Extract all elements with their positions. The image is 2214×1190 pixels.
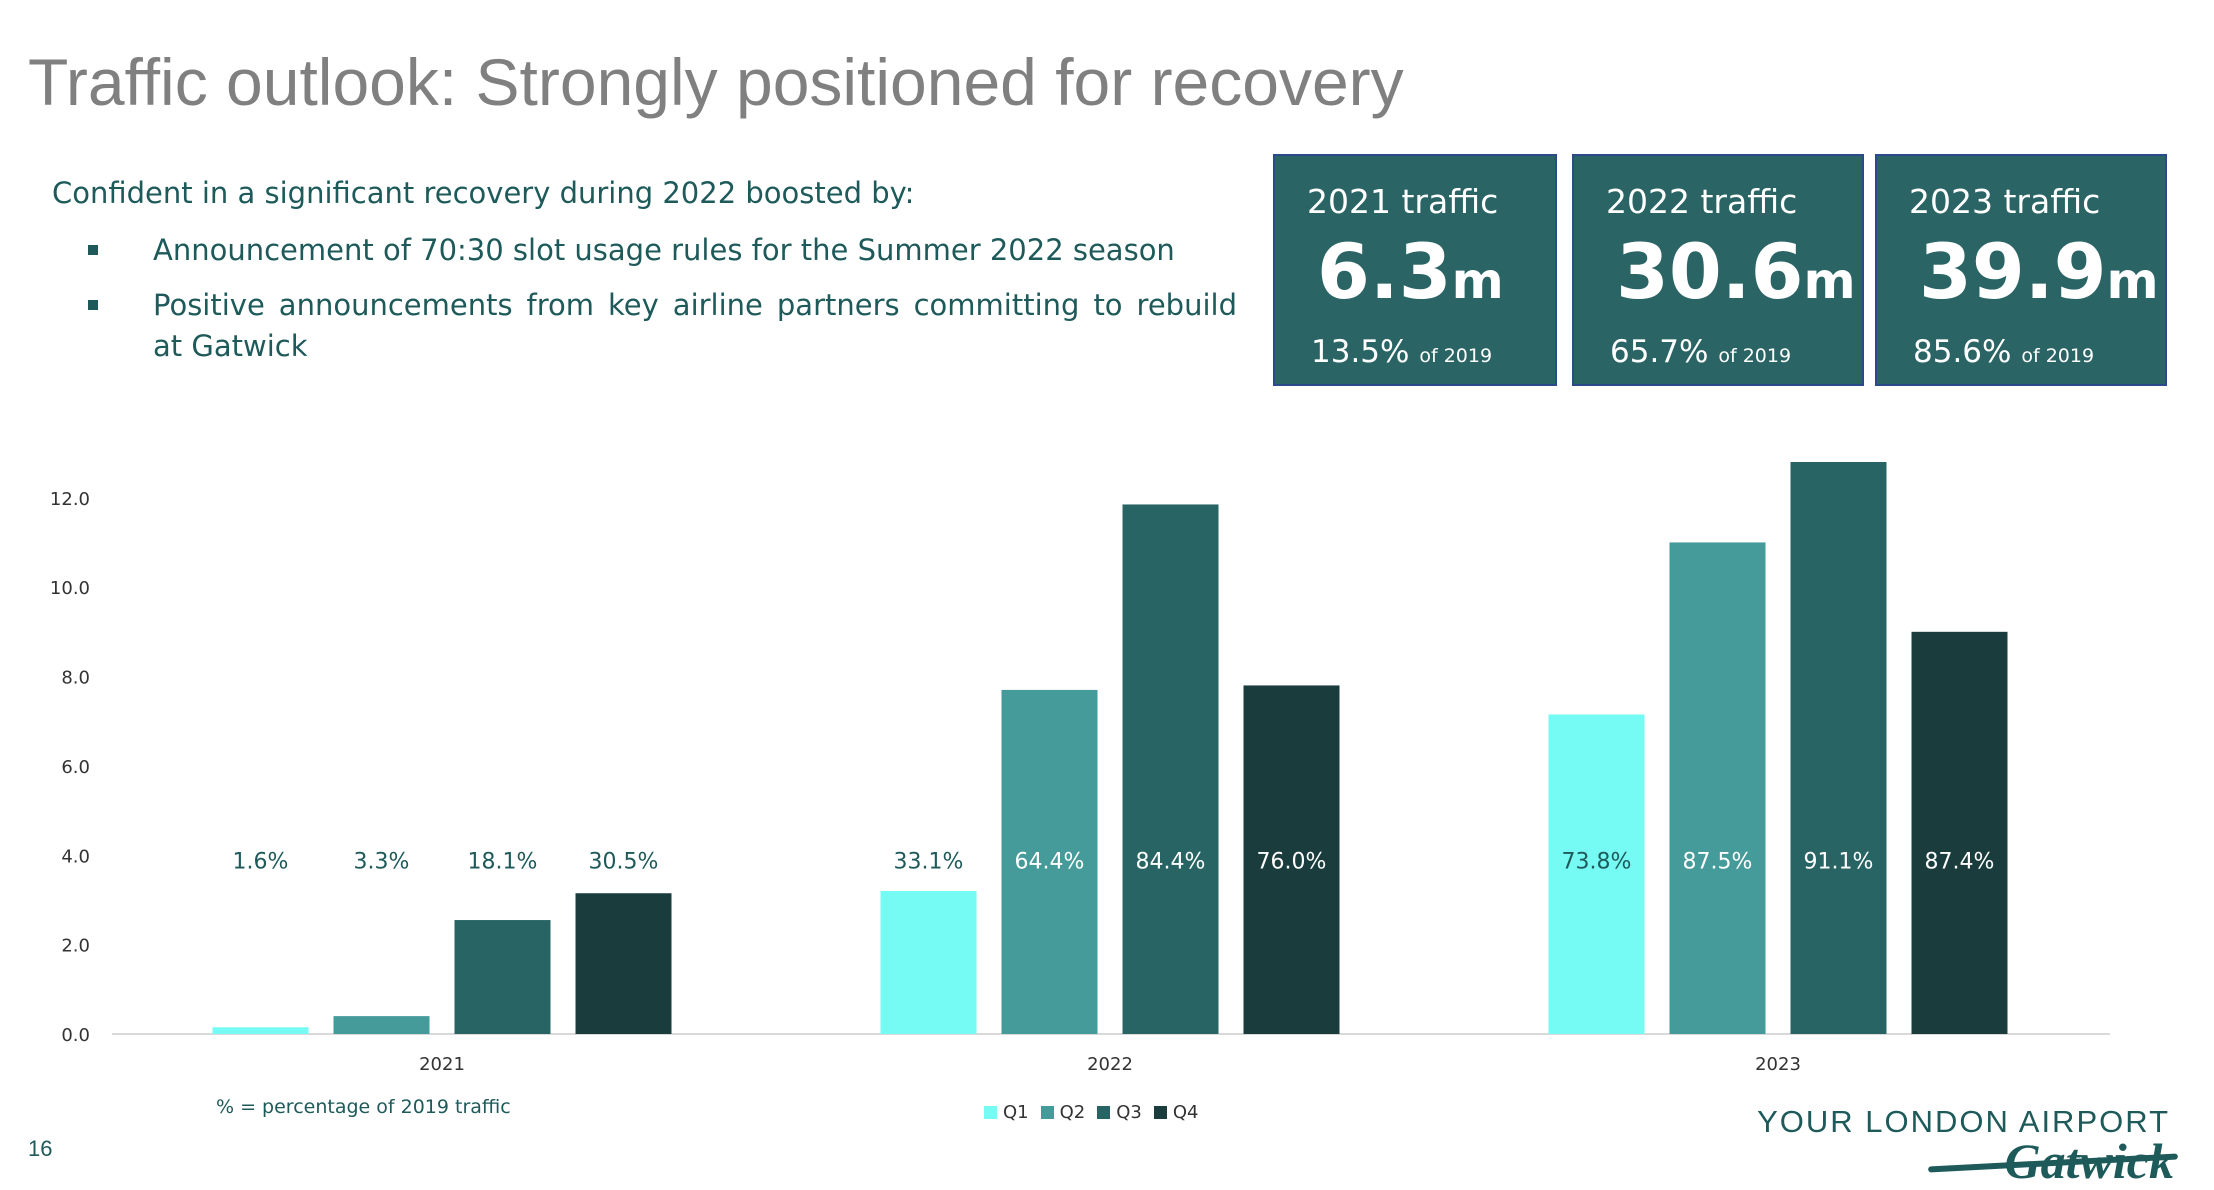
legend-swatch-icon xyxy=(1153,1106,1167,1119)
data-label: 84.4% xyxy=(1136,850,1206,875)
bar-q1-2021 xyxy=(212,1027,309,1034)
y-tick-label: 12.0 xyxy=(50,489,90,510)
bullet-text: Announcement of 70:30 slot usage rules f… xyxy=(153,233,1175,267)
kpi-value: 30.6m xyxy=(1616,234,1856,310)
kpi-card-2023: 2023 traffic 39.9m 85.6% of 2019 xyxy=(1875,154,2167,386)
chart-legend: Q1 Q2 Q3 Q4 xyxy=(984,1102,1199,1123)
y-tick-label: 4.0 xyxy=(61,846,90,867)
data-label: 91.1% xyxy=(1804,850,1874,875)
legend-item-q3: Q3 xyxy=(1097,1102,1142,1123)
y-tick-label: 6.0 xyxy=(61,757,90,778)
x-tick-label: 2022 xyxy=(1087,1054,1133,1075)
bar-q4-2023 xyxy=(1911,631,2008,1034)
legend-label: Q4 xyxy=(1172,1102,1199,1123)
kpi-number: 6.3 xyxy=(1317,227,1452,316)
x-tick-label: 2023 xyxy=(1755,1054,1801,1075)
kpi-pct-suffix: of 2019 xyxy=(2021,345,2095,367)
slide-title: Traffic outlook: Strongly positioned for… xyxy=(28,45,1404,119)
bar-q3-2023 xyxy=(1790,462,1887,1034)
y-tick-label: 2.0 xyxy=(61,936,90,957)
bullet-square-icon xyxy=(88,300,98,310)
bar-q1-2023 xyxy=(1548,714,1645,1034)
legend-swatch-icon xyxy=(1097,1106,1111,1119)
kpi-value: 39.9m xyxy=(1919,234,2159,310)
kpi-label: 2022 traffic xyxy=(1606,182,1798,221)
data-label: 30.5% xyxy=(589,850,659,875)
kpi-percentage: 13.5% of 2019 xyxy=(1311,334,1492,370)
bar-q1-2022 xyxy=(880,891,977,1034)
kpi-pct-value: 85.6% xyxy=(1913,334,2012,370)
legend-item-q4: Q4 xyxy=(1153,1102,1199,1123)
bar-q3-2021 xyxy=(454,920,551,1034)
data-label: 64.4% xyxy=(1015,850,1085,875)
intro-heading: Confident in a significant recovery duri… xyxy=(52,176,915,210)
kpi-card-2021: 2021 traffic 6.3m 13.5% of 2019 xyxy=(1273,154,1557,386)
bar-q3-2022 xyxy=(1122,504,1219,1034)
data-label: 3.3% xyxy=(354,850,410,875)
bar-q4-2021 xyxy=(575,893,672,1034)
kpi-pct-value: 65.7% xyxy=(1610,334,1709,370)
kpi-percentage: 65.7% of 2019 xyxy=(1610,334,1791,370)
x-tick-label: 2021 xyxy=(419,1054,465,1075)
kpi-number: 39.9 xyxy=(1919,227,2107,316)
data-label: 1.6% xyxy=(233,850,289,875)
y-tick-label: 0.0 xyxy=(61,1025,90,1046)
kpi-number: 30.6 xyxy=(1616,227,1804,316)
bullet-list: Announcement of 70:30 slot usage rules f… xyxy=(52,230,1237,367)
legend-item-q1: Q1 xyxy=(984,1102,1029,1123)
data-label: 87.5% xyxy=(1683,850,1753,875)
kpi-percentage: 85.6% of 2019 xyxy=(1913,334,2094,370)
data-label: 87.4% xyxy=(1925,850,1995,875)
bar-q4-2022 xyxy=(1243,685,1340,1034)
intro-section: Confident in a significant recovery duri… xyxy=(52,176,1237,381)
kpi-unit: m xyxy=(1451,252,1504,310)
bullet-item: Announcement of 70:30 slot usage rules f… xyxy=(52,230,1237,271)
data-label: 18.1% xyxy=(468,850,538,875)
bullet-square-icon xyxy=(88,245,98,255)
quarterly-traffic-chart: 0.0 2.0 4.0 6.0 8.0 10.0 12.0 1.6% 3.3% 18.1% 30.5… xyxy=(50,462,2110,1075)
legend-swatch-icon xyxy=(984,1106,997,1119)
kpi-unit: m xyxy=(2106,252,2159,310)
data-label: 33.1% xyxy=(894,850,964,875)
legend-swatch-icon xyxy=(1040,1106,1054,1119)
bar-q2-2021 xyxy=(333,1016,430,1034)
bar-q2-2022 xyxy=(1001,689,1098,1034)
kpi-label: 2023 traffic xyxy=(1909,182,2101,221)
kpi-pct-value: 13.5% xyxy=(1311,334,1410,370)
kpi-unit: m xyxy=(1803,252,1856,310)
legend-item-q2: Q2 xyxy=(1040,1102,1086,1123)
kpi-card-2022: 2022 traffic 30.6m 65.7% of 2019 xyxy=(1572,154,1864,386)
kpi-value: 6.3m xyxy=(1317,234,1504,310)
y-tick-label: 10.0 xyxy=(50,578,90,599)
legend-label: Q2 xyxy=(1059,1102,1086,1123)
kpi-pct-suffix: of 2019 xyxy=(1718,345,1792,367)
kpi-pct-suffix: of 2019 xyxy=(1419,345,1493,367)
brand-tagline: YOUR LONDON AIRPORT xyxy=(1757,1104,2170,1139)
y-tick-label: 8.0 xyxy=(61,668,90,689)
chart-footnote: % = percentage of 2019 traffic xyxy=(216,1096,511,1118)
page-number: 16 xyxy=(28,1136,53,1161)
bullet-text: Positive announcements from key airline … xyxy=(153,288,1237,363)
legend-label: Q3 xyxy=(1116,1102,1142,1123)
kpi-label: 2021 traffic xyxy=(1307,182,1499,221)
data-label: 76.0% xyxy=(1257,850,1327,875)
bullet-item: Positive announcements from key airline … xyxy=(52,285,1237,367)
data-label: 73.8% xyxy=(1562,850,1632,875)
bar-q2-2023 xyxy=(1669,542,1766,1034)
legend-label: Q1 xyxy=(1003,1102,1029,1123)
